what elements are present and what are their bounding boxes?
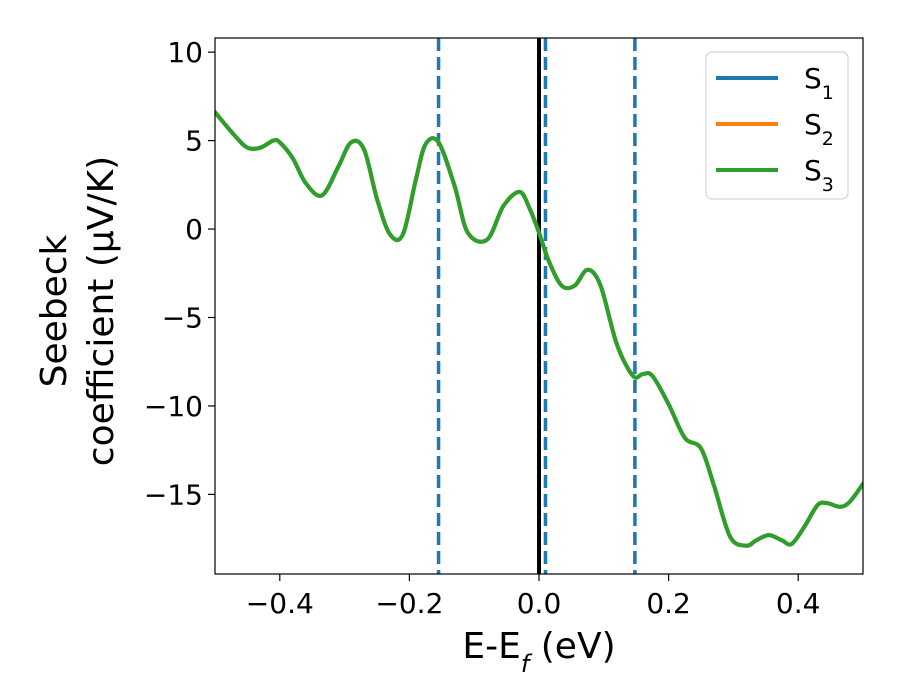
legend-label-s2: S2 <box>804 108 834 150</box>
legend-label-s3: S3 <box>804 154 834 196</box>
x-axis-title-main: E-E <box>462 626 520 667</box>
series-lines <box>215 110 863 548</box>
y-tick-label: −15 <box>144 478 203 511</box>
x-tick-label: −0.4 <box>246 587 314 620</box>
y-axis-title: Seebeck coefficient (μV/K) <box>34 156 122 466</box>
x-tick-label: −0.2 <box>375 587 443 620</box>
x-tick-label: 0.0 <box>517 587 562 620</box>
y-axis-title-line1: Seebeck <box>34 234 75 387</box>
y-axis-ticks: 10 5 0 −5 −10 −15 <box>144 36 215 511</box>
x-axis-ticks: −0.4 −0.2 0.0 0.2 0.4 <box>246 574 821 620</box>
series-line-s3 <box>215 110 863 548</box>
x-tick-label: 0.2 <box>646 587 691 620</box>
legend-label-s1: S1 <box>804 62 834 104</box>
x-axis-title: E-Ef (eV) <box>462 626 615 678</box>
y-tick-label: −10 <box>144 390 203 423</box>
y-tick-label: −5 <box>162 301 203 334</box>
y-tick-label: 10 <box>167 36 203 69</box>
reference-lines <box>436 38 637 574</box>
y-axis-title-line2: coefficient (μV/K) <box>81 156 122 466</box>
x-tick-label: 0.4 <box>776 587 821 620</box>
plot-area <box>215 38 863 574</box>
x-axis-title-suffix: (eV) <box>529 626 615 667</box>
y-tick-label: 0 <box>185 213 203 246</box>
y-tick-label: 5 <box>185 125 203 158</box>
